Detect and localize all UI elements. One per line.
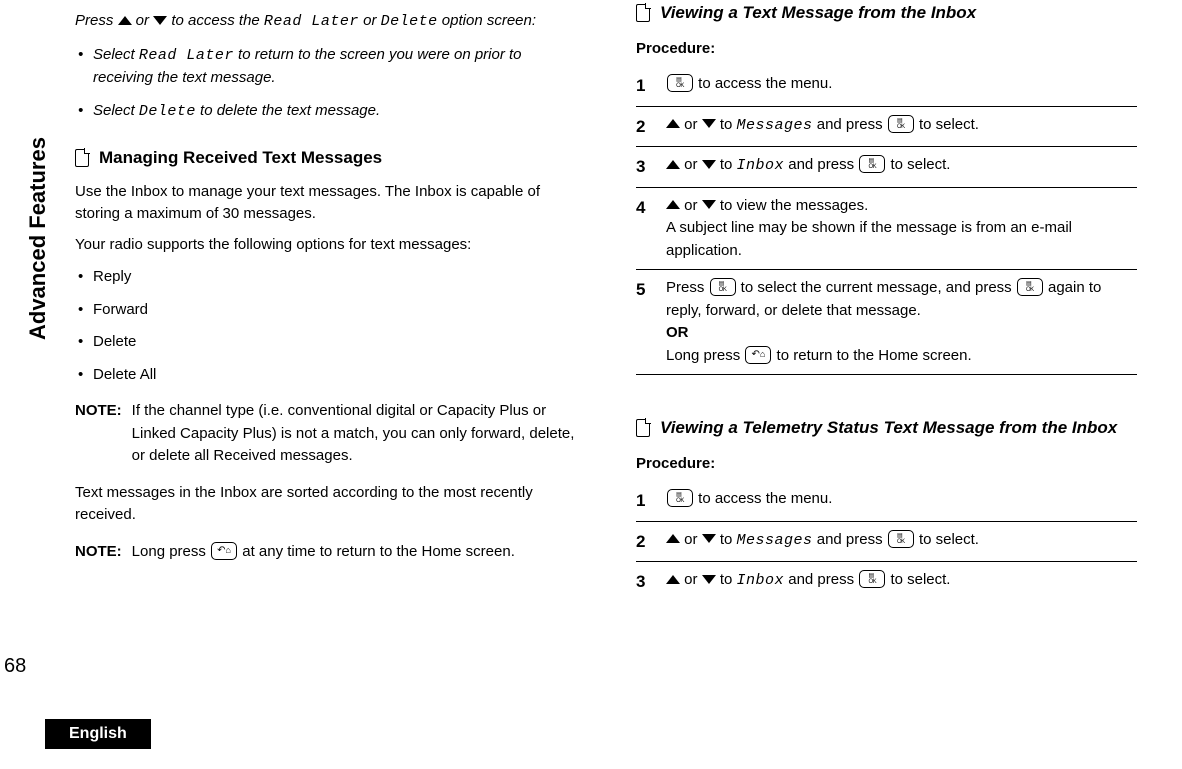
up-arrow-icon <box>666 534 680 543</box>
ok-key-icon: ▤OK <box>1017 278 1043 296</box>
step-row: 2 or to Messages and press ▤OK to select… <box>636 107 1137 148</box>
procedure-label: Procedure: <box>636 38 1137 61</box>
ok-key-icon: ▤OK <box>667 489 693 507</box>
section-heading-viewing-telemetry: Viewing a Telemetry Status Text Message … <box>636 415 1137 441</box>
step-number: 2 <box>636 114 650 140</box>
sidebar-section-label: Advanced Features <box>25 137 51 340</box>
step-body: Press ▤OK to select the current message,… <box>666 277 1137 367</box>
procedure-steps-b: 1 ▤OK to access the menu. 2 or to Messag… <box>636 481 1137 602</box>
page-number: 68 <box>4 655 26 678</box>
ok-key-icon: ▤OK <box>859 155 885 173</box>
step-row: 2 or to Messages and press ▤OK to select… <box>636 522 1137 563</box>
left-column: Press or to access the Read Later or Del… <box>75 0 576 769</box>
procedure-steps-a: 1 ▤OK to access the menu. 2 or to Messag… <box>636 66 1137 375</box>
down-arrow-icon <box>153 16 167 25</box>
list-item: Delete <box>75 331 576 354</box>
back-key-icon: ↶⌂ <box>211 542 237 560</box>
step-body: ▤OK to access the menu. <box>666 488 1137 511</box>
list-item: Delete All <box>75 364 576 387</box>
intro-paragraph: Press or to access the Read Later or Del… <box>75 10 576 34</box>
step-row: 1 ▤OK to access the menu. <box>636 481 1137 522</box>
down-arrow-icon <box>702 200 716 209</box>
list-item: Reply <box>75 266 576 289</box>
up-arrow-icon <box>118 16 132 25</box>
document-icon <box>636 4 650 22</box>
ok-key-icon: ▤OK <box>710 278 736 296</box>
step-number: 5 <box>636 277 650 303</box>
note-block: NOTE: Long press ↶⌂ at any time to retur… <box>75 541 576 564</box>
step-number: 1 <box>636 488 650 514</box>
step-row: 1 ▤OK to access the menu. <box>636 66 1137 107</box>
body-paragraph: Text messages in the Inbox are sorted ac… <box>75 482 576 527</box>
note-body: Long press ↶⌂ at any time to return to t… <box>132 541 515 564</box>
up-arrow-icon <box>666 200 680 209</box>
step-number: 2 <box>636 529 650 555</box>
note-block: NOTE: If the channel type (i.e. conventi… <box>75 400 576 468</box>
document-icon <box>75 149 89 167</box>
note-body: If the channel type (i.e. conventional d… <box>132 400 576 468</box>
section-heading-managing: Managing Received Text Messages <box>75 145 576 171</box>
step-row: 4 or to view the messages. A subject lin… <box>636 188 1137 271</box>
step-body: or to Messages and press ▤OK to select. <box>666 529 1137 553</box>
step-row: 5 Press ▤OK to select the current messag… <box>636 270 1137 375</box>
back-key-icon: ↶⌂ <box>745 346 771 364</box>
ok-key-icon: ▤OK <box>859 570 885 588</box>
document-icon <box>636 419 650 437</box>
step-body: or to Messages and press ▤OK to select. <box>666 114 1137 138</box>
body-paragraph: Your radio supports the following option… <box>75 234 576 257</box>
note-label: NOTE: <box>75 400 122 468</box>
ok-key-icon: ▤OK <box>888 530 914 548</box>
list-item: Select Delete to delete the text message… <box>75 100 576 124</box>
down-arrow-icon <box>702 534 716 543</box>
down-arrow-icon <box>702 119 716 128</box>
step-body: ▤OK to access the menu. <box>666 73 1137 96</box>
down-arrow-icon <box>702 575 716 584</box>
options-list: Reply Forward Delete Delete All <box>75 266 576 386</box>
section-heading-viewing-inbox: Viewing a Text Message from the Inbox <box>636 0 1137 26</box>
step-body: or to view the messages. A subject line … <box>666 195 1137 263</box>
ok-key-icon: ▤OK <box>667 74 693 92</box>
step-number: 3 <box>636 569 650 595</box>
up-arrow-icon <box>666 160 680 169</box>
footer-language-badge: English <box>45 719 151 749</box>
intro-bullets: Select Read Later to return to the scree… <box>75 44 576 124</box>
step-body: or to Inbox and press ▤OK to select. <box>666 569 1137 593</box>
note-label: NOTE: <box>75 541 122 564</box>
step-body: or to Inbox and press ▤OK to select. <box>666 154 1137 178</box>
columns: Press or to access the Read Later or Del… <box>0 0 1182 769</box>
body-paragraph: Use the Inbox to manage your text messag… <box>75 181 576 226</box>
right-column: Viewing a Text Message from the Inbox Pr… <box>636 0 1137 769</box>
procedure-label: Procedure: <box>636 453 1137 476</box>
step-number: 4 <box>636 195 650 221</box>
up-arrow-icon <box>666 119 680 128</box>
step-number: 1 <box>636 73 650 99</box>
step-row: 3 or to Inbox and press ▤OK to select. <box>636 147 1137 188</box>
page-content: Press or to access the Read Later or Del… <box>0 0 1182 769</box>
up-arrow-icon <box>666 575 680 584</box>
list-item: Forward <box>75 299 576 322</box>
step-row: 3 or to Inbox and press ▤OK to select. <box>636 562 1137 602</box>
list-item: Select Read Later to return to the scree… <box>75 44 576 90</box>
down-arrow-icon <box>702 160 716 169</box>
step-number: 3 <box>636 154 650 180</box>
ok-key-icon: ▤OK <box>888 115 914 133</box>
